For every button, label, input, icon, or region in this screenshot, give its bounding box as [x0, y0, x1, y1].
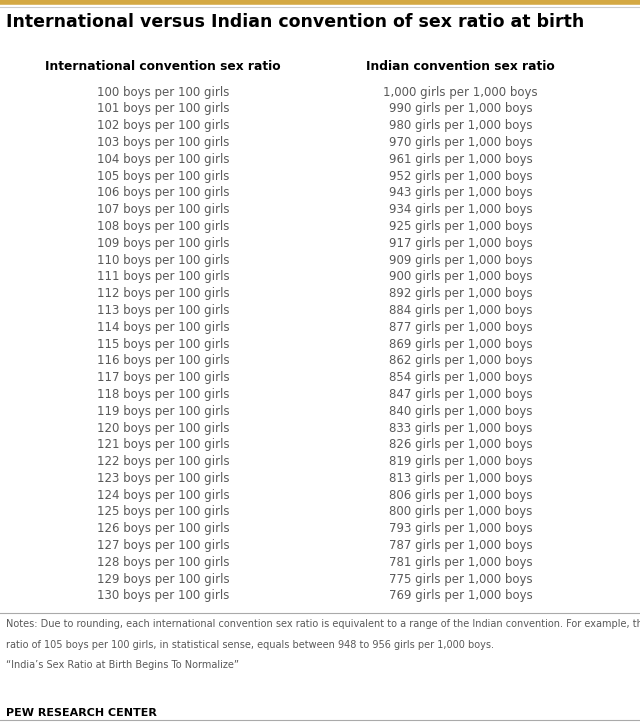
Text: 970 girls per 1,000 boys: 970 girls per 1,000 boys — [389, 136, 532, 149]
Text: “India’s Sex Ratio at Birth Begins To Normalize”: “India’s Sex Ratio at Birth Begins To No… — [6, 660, 239, 670]
Text: International versus Indian convention of sex ratio at birth: International versus Indian convention o… — [6, 13, 585, 31]
Text: 769 girls per 1,000 boys: 769 girls per 1,000 boys — [389, 590, 532, 603]
Text: 892 girls per 1,000 boys: 892 girls per 1,000 boys — [389, 287, 532, 300]
Text: 781 girls per 1,000 boys: 781 girls per 1,000 boys — [389, 556, 532, 569]
Text: 127 boys per 100 girls: 127 boys per 100 girls — [97, 539, 230, 552]
Text: 854 girls per 1,000 boys: 854 girls per 1,000 boys — [389, 371, 532, 384]
Text: 869 girls per 1,000 boys: 869 girls per 1,000 boys — [389, 338, 532, 351]
Text: 116 boys per 100 girls: 116 boys per 100 girls — [97, 354, 230, 367]
Text: 909 girls per 1,000 boys: 909 girls per 1,000 boys — [389, 253, 532, 266]
Text: Notes: Due to rounding, each international convention sex ratio is equivalent to: Notes: Due to rounding, each internation… — [6, 619, 640, 629]
Text: 952 girls per 1,000 boys: 952 girls per 1,000 boys — [389, 170, 532, 183]
Text: 118 boys per 100 girls: 118 boys per 100 girls — [97, 388, 230, 401]
Text: 113 boys per 100 girls: 113 boys per 100 girls — [97, 304, 230, 317]
Text: 109 boys per 100 girls: 109 boys per 100 girls — [97, 237, 230, 250]
Text: 775 girls per 1,000 boys: 775 girls per 1,000 boys — [389, 573, 532, 586]
Text: 900 girls per 1,000 boys: 900 girls per 1,000 boys — [389, 270, 532, 283]
Text: 943 girls per 1,000 boys: 943 girls per 1,000 boys — [389, 187, 532, 200]
Text: 125 boys per 100 girls: 125 boys per 100 girls — [97, 505, 230, 518]
Text: Indian convention sex ratio: Indian convention sex ratio — [367, 60, 555, 73]
Text: 121 boys per 100 girls: 121 boys per 100 girls — [97, 439, 230, 452]
Text: 961 girls per 1,000 boys: 961 girls per 1,000 boys — [389, 153, 532, 166]
Text: 847 girls per 1,000 boys: 847 girls per 1,000 boys — [389, 388, 532, 401]
Text: 990 girls per 1,000 boys: 990 girls per 1,000 boys — [389, 102, 532, 115]
Text: 826 girls per 1,000 boys: 826 girls per 1,000 boys — [389, 439, 532, 452]
Text: 128 boys per 100 girls: 128 boys per 100 girls — [97, 556, 230, 569]
Text: 884 girls per 1,000 boys: 884 girls per 1,000 boys — [389, 304, 532, 317]
Text: 101 boys per 100 girls: 101 boys per 100 girls — [97, 102, 230, 115]
Text: 1,000 girls per 1,000 boys: 1,000 girls per 1,000 boys — [383, 86, 538, 99]
Text: 117 boys per 100 girls: 117 boys per 100 girls — [97, 371, 230, 384]
Text: 107 boys per 100 girls: 107 boys per 100 girls — [97, 203, 230, 216]
Text: 862 girls per 1,000 boys: 862 girls per 1,000 boys — [389, 354, 532, 367]
Text: 934 girls per 1,000 boys: 934 girls per 1,000 boys — [389, 203, 532, 216]
Text: 130 boys per 100 girls: 130 boys per 100 girls — [97, 590, 229, 603]
Text: 819 girls per 1,000 boys: 819 girls per 1,000 boys — [389, 455, 532, 468]
Text: 108 boys per 100 girls: 108 boys per 100 girls — [97, 220, 229, 233]
Text: 124 boys per 100 girls: 124 boys per 100 girls — [97, 489, 230, 502]
Text: 806 girls per 1,000 boys: 806 girls per 1,000 boys — [389, 489, 532, 502]
Text: 122 boys per 100 girls: 122 boys per 100 girls — [97, 455, 230, 468]
Text: 100 boys per 100 girls: 100 boys per 100 girls — [97, 86, 229, 99]
Text: 126 boys per 100 girls: 126 boys per 100 girls — [97, 522, 230, 535]
Text: 114 boys per 100 girls: 114 boys per 100 girls — [97, 321, 230, 334]
Text: PEW RESEARCH CENTER: PEW RESEARCH CENTER — [6, 708, 157, 718]
Text: 111 boys per 100 girls: 111 boys per 100 girls — [97, 270, 230, 283]
Text: 877 girls per 1,000 boys: 877 girls per 1,000 boys — [389, 321, 532, 334]
Text: 103 boys per 100 girls: 103 boys per 100 girls — [97, 136, 229, 149]
Text: 917 girls per 1,000 boys: 917 girls per 1,000 boys — [389, 237, 532, 250]
Text: International convention sex ratio: International convention sex ratio — [45, 60, 281, 73]
Text: 793 girls per 1,000 boys: 793 girls per 1,000 boys — [389, 522, 532, 535]
Text: 833 girls per 1,000 boys: 833 girls per 1,000 boys — [389, 422, 532, 434]
Text: 840 girls per 1,000 boys: 840 girls per 1,000 boys — [389, 404, 532, 417]
Text: 120 boys per 100 girls: 120 boys per 100 girls — [97, 422, 230, 434]
Text: 110 boys per 100 girls: 110 boys per 100 girls — [97, 253, 230, 266]
Text: 102 boys per 100 girls: 102 boys per 100 girls — [97, 119, 230, 132]
Text: 123 boys per 100 girls: 123 boys per 100 girls — [97, 472, 230, 485]
Text: 104 boys per 100 girls: 104 boys per 100 girls — [97, 153, 230, 166]
Text: 115 boys per 100 girls: 115 boys per 100 girls — [97, 338, 230, 351]
Text: 106 boys per 100 girls: 106 boys per 100 girls — [97, 187, 230, 200]
Text: 787 girls per 1,000 boys: 787 girls per 1,000 boys — [389, 539, 532, 552]
Text: 112 boys per 100 girls: 112 boys per 100 girls — [97, 287, 230, 300]
Text: 800 girls per 1,000 boys: 800 girls per 1,000 boys — [389, 505, 532, 518]
Text: 980 girls per 1,000 boys: 980 girls per 1,000 boys — [389, 119, 532, 132]
Text: 925 girls per 1,000 boys: 925 girls per 1,000 boys — [389, 220, 532, 233]
Text: 813 girls per 1,000 boys: 813 girls per 1,000 boys — [389, 472, 532, 485]
Text: 129 boys per 100 girls: 129 boys per 100 girls — [97, 573, 230, 586]
Text: 119 boys per 100 girls: 119 boys per 100 girls — [97, 404, 230, 417]
Text: 105 boys per 100 girls: 105 boys per 100 girls — [97, 170, 229, 183]
Text: ratio of 105 boys per 100 girls, in statistical sense, equals between 948 to 956: ratio of 105 boys per 100 girls, in stat… — [6, 640, 494, 650]
